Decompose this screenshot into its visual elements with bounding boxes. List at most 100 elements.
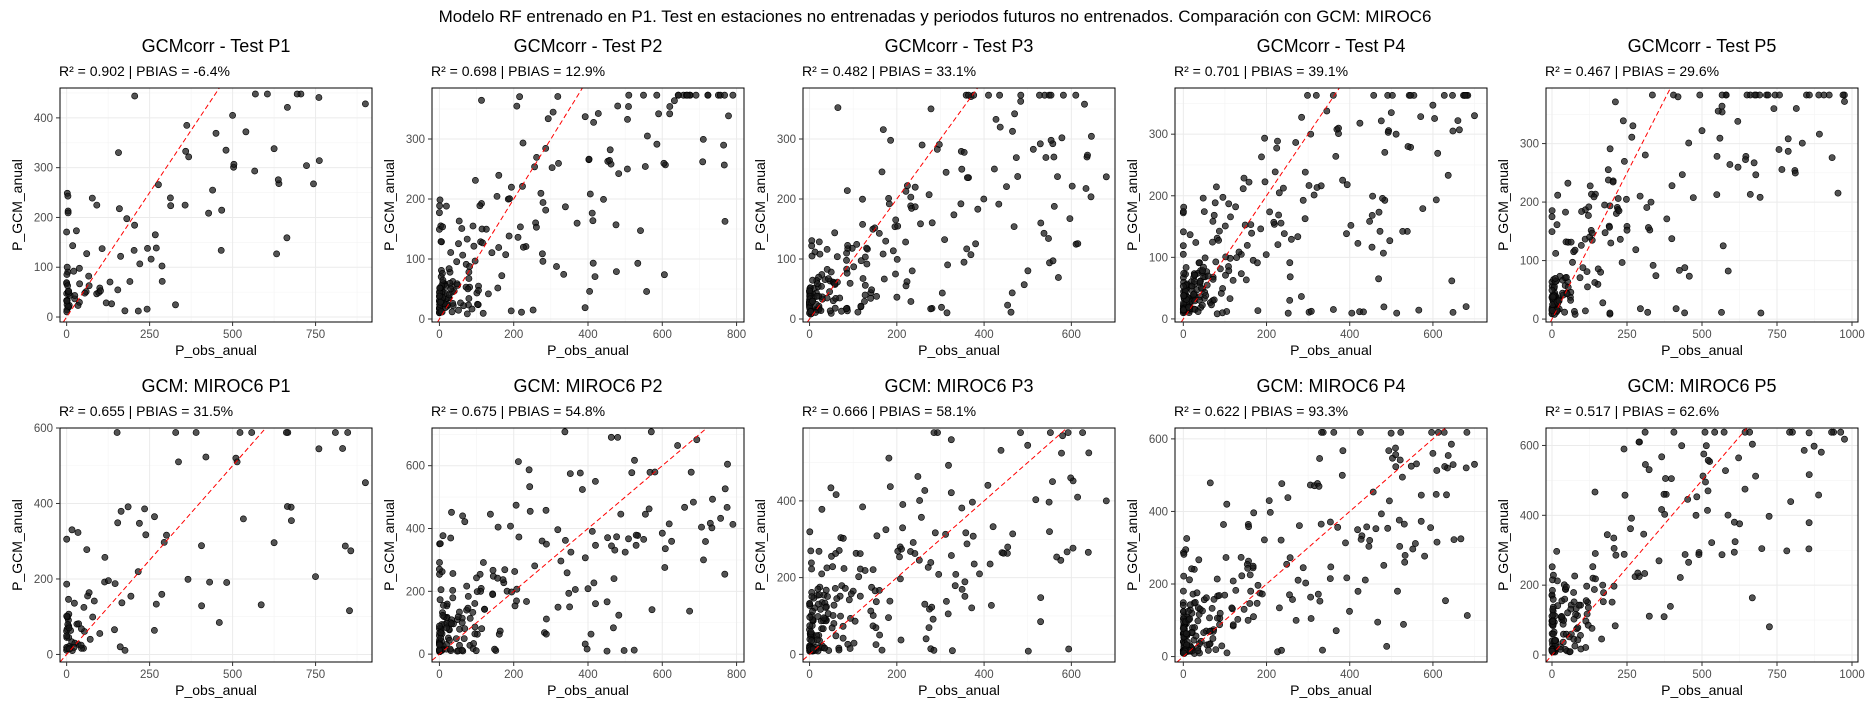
data-point [469, 222, 477, 230]
data-point [435, 641, 443, 649]
data-point [686, 607, 693, 615]
data-point [1612, 551, 1620, 559]
data-point [809, 297, 816, 305]
data-point [1186, 231, 1194, 239]
data-point [1641, 428, 1649, 436]
data-point [825, 275, 832, 283]
data-point [1619, 117, 1627, 125]
data-point [1247, 587, 1255, 595]
data-point [435, 565, 443, 573]
data-point [1199, 267, 1206, 274]
data-point [1718, 551, 1726, 559]
panel-title: GCMcorr - Test P3 [885, 36, 1034, 56]
data-point [561, 428, 569, 436]
data-point [1751, 91, 1759, 99]
x-tick-label: 250 [140, 669, 159, 681]
data-point [488, 249, 496, 257]
data-point [1548, 563, 1556, 571]
data-point [471, 257, 479, 265]
data-point [283, 503, 291, 510]
data-point [893, 293, 901, 301]
data-point [525, 466, 533, 474]
data-point [829, 612, 837, 619]
data-point [1386, 237, 1394, 245]
data-point [512, 501, 520, 509]
data-point [914, 473, 922, 480]
data-point [562, 537, 569, 544]
panel-stats-subtitle: R² = 0.482 | PBIAS = 33.1% [802, 63, 976, 79]
data-point [236, 429, 244, 436]
data-point [508, 588, 515, 596]
data-point [542, 630, 550, 638]
data-point [151, 513, 158, 521]
data-point [1562, 208, 1569, 216]
data-point [899, 524, 906, 532]
grid [803, 428, 1116, 662]
data-point [717, 514, 724, 522]
data-point [1045, 235, 1052, 242]
data-point [1339, 447, 1347, 455]
data-point [1776, 91, 1783, 99]
data-point [832, 632, 840, 640]
data-point [1392, 451, 1400, 459]
data-point [1570, 598, 1578, 606]
data-point [554, 603, 562, 611]
data-point [1240, 605, 1248, 613]
data-point [491, 645, 498, 653]
data-point [1607, 239, 1615, 247]
data-point [1200, 208, 1208, 215]
data-point [1381, 148, 1389, 156]
data-point [847, 590, 855, 598]
data-point [861, 567, 869, 574]
data-point [834, 104, 842, 111]
data-point [600, 195, 607, 203]
data-point [653, 91, 661, 99]
data-point [134, 307, 142, 315]
data-point [819, 625, 827, 633]
data-point [1578, 208, 1585, 215]
data-point [1380, 303, 1388, 311]
x-tick-label: 600 [1423, 329, 1442, 341]
data-point [448, 508, 455, 516]
data-point [458, 646, 466, 654]
data-point [531, 562, 539, 570]
data-point [899, 501, 907, 508]
data-point [941, 236, 948, 243]
data-point [1058, 449, 1065, 457]
data-point [1036, 140, 1044, 148]
data-point [453, 258, 461, 266]
data-point [1463, 428, 1471, 436]
data-point [1319, 646, 1326, 654]
data-point [617, 510, 625, 518]
data-point [653, 140, 661, 148]
data-point [878, 646, 886, 654]
data-point [945, 461, 952, 469]
data-point [1245, 523, 1252, 531]
data-point [872, 641, 880, 648]
data-point [346, 607, 353, 615]
data-point [1449, 127, 1457, 135]
data-point [489, 566, 497, 574]
data-point [1365, 543, 1373, 550]
data-point [448, 308, 456, 316]
data-point [1059, 432, 1066, 440]
data-point [827, 484, 835, 492]
y-tick-label: 600 [34, 423, 53, 435]
data-point [928, 603, 936, 611]
data-point [1415, 306, 1423, 314]
data-point [1084, 548, 1092, 556]
panel-title: GCM: MIROC6 P4 [1256, 376, 1405, 396]
data-point [648, 606, 656, 614]
data-point [449, 299, 457, 307]
data-point [668, 537, 675, 545]
panel-title: GCMcorr - Test P5 [1628, 36, 1777, 56]
data-point [1253, 599, 1261, 607]
data-point [1616, 235, 1624, 243]
data-point [962, 529, 970, 537]
data-point [1674, 93, 1682, 101]
data-point [729, 521, 737, 528]
data-point [647, 428, 655, 436]
data-point [1765, 512, 1773, 520]
data-point [1273, 144, 1281, 152]
data-point [117, 252, 124, 260]
